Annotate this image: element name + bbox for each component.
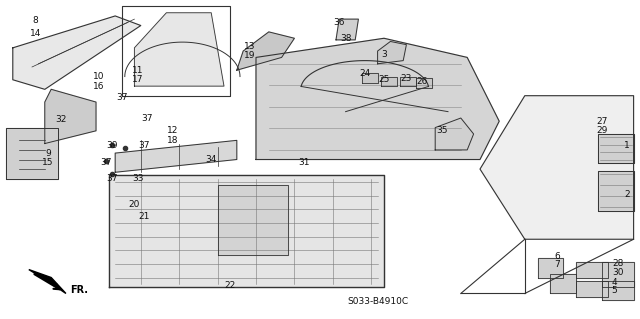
Text: 14: 14	[29, 29, 41, 38]
Text: 24: 24	[359, 69, 371, 78]
Text: 25: 25	[378, 75, 390, 84]
Text: 37: 37	[100, 158, 111, 167]
Text: 26: 26	[417, 77, 428, 86]
Polygon shape	[362, 73, 378, 83]
Polygon shape	[237, 32, 294, 70]
Text: 32: 32	[55, 115, 67, 124]
Text: 35: 35	[436, 126, 447, 135]
Polygon shape	[602, 281, 634, 300]
Polygon shape	[480, 96, 634, 239]
Text: 18: 18	[167, 136, 179, 145]
Text: 28: 28	[612, 259, 623, 268]
Text: 30: 30	[612, 268, 623, 277]
Text: 16: 16	[93, 82, 105, 91]
Polygon shape	[29, 270, 66, 293]
Polygon shape	[6, 128, 58, 179]
Text: 33: 33	[132, 174, 143, 183]
Text: 11: 11	[132, 66, 143, 75]
Text: 1: 1	[625, 141, 630, 150]
Text: 2: 2	[625, 190, 630, 199]
Polygon shape	[550, 274, 576, 293]
Text: 37: 37	[116, 93, 127, 102]
Text: FR.: FR.	[70, 285, 88, 295]
Text: 17: 17	[132, 75, 143, 84]
Polygon shape	[576, 281, 608, 297]
Polygon shape	[381, 77, 397, 86]
Text: 38: 38	[340, 34, 351, 43]
Text: 29: 29	[596, 126, 607, 135]
Polygon shape	[13, 16, 141, 89]
Text: 9: 9	[45, 149, 51, 158]
Text: 10: 10	[93, 72, 105, 81]
Text: 31: 31	[298, 158, 310, 167]
Polygon shape	[400, 77, 416, 86]
Text: 13: 13	[244, 42, 255, 51]
Polygon shape	[336, 19, 358, 40]
Text: 37: 37	[106, 174, 118, 183]
Text: S033-B4910C: S033-B4910C	[347, 297, 408, 306]
Polygon shape	[218, 185, 288, 255]
Text: 22: 22	[225, 281, 236, 290]
Polygon shape	[598, 171, 634, 211]
Text: 12: 12	[167, 126, 179, 135]
Text: 19: 19	[244, 51, 255, 60]
Text: 4: 4	[612, 278, 617, 287]
Text: 37: 37	[138, 141, 150, 150]
Polygon shape	[435, 118, 474, 150]
Polygon shape	[256, 38, 499, 160]
Polygon shape	[45, 89, 96, 144]
Text: 15: 15	[42, 158, 54, 167]
Text: 3: 3	[381, 50, 387, 59]
Text: 6: 6	[554, 252, 559, 261]
Text: 8: 8	[33, 16, 38, 25]
Polygon shape	[416, 78, 432, 88]
Text: 36: 36	[333, 18, 345, 27]
Text: 27: 27	[596, 117, 607, 126]
Text: 37: 37	[141, 114, 153, 122]
Polygon shape	[598, 134, 634, 163]
Text: 20: 20	[129, 200, 140, 209]
Polygon shape	[115, 140, 237, 172]
Text: 34: 34	[205, 155, 217, 164]
Polygon shape	[602, 262, 634, 287]
Polygon shape	[109, 175, 384, 287]
Text: 23: 23	[401, 74, 412, 83]
Text: 21: 21	[138, 212, 150, 221]
Polygon shape	[378, 41, 406, 64]
Text: 39: 39	[106, 141, 118, 150]
Polygon shape	[538, 258, 563, 278]
Text: 7: 7	[554, 260, 559, 269]
Polygon shape	[134, 13, 224, 86]
Text: 5: 5	[612, 286, 617, 295]
Polygon shape	[576, 262, 608, 278]
